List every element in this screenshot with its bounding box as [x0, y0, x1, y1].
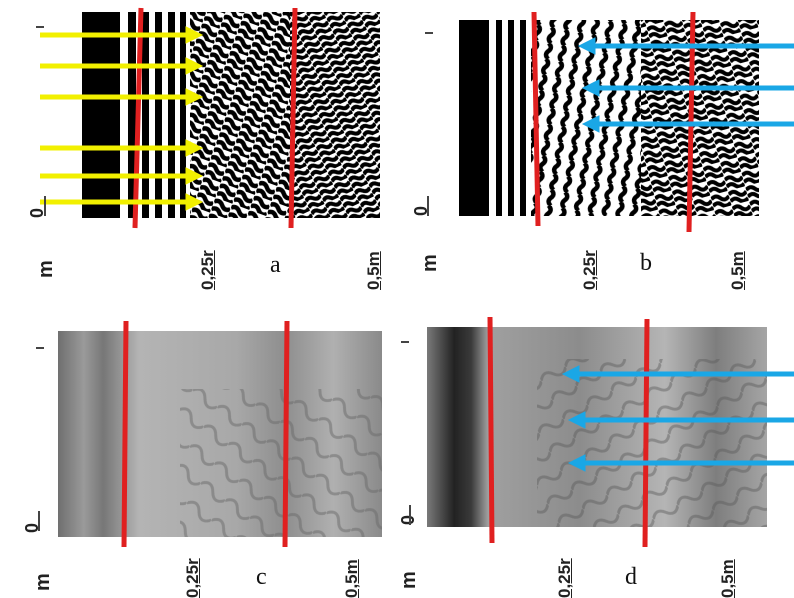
radargram-c [58, 320, 382, 548]
yellow-arrows [40, 26, 204, 211]
scale-tick [36, 347, 44, 349]
panel-d: 0 m 0,25r 0,5m d [397, 299, 794, 598]
scale-tick [401, 341, 409, 343]
scale-half: 0,5m [718, 559, 737, 598]
scale-unit: m [398, 571, 420, 589]
scale-quarter: 0,25r [183, 558, 202, 598]
scale-half: 0,5m [364, 251, 383, 290]
boundary-line [288, 7, 298, 229]
scale-tick [425, 32, 433, 34]
radargram-b [459, 11, 794, 233]
scale-tick [36, 26, 44, 28]
panel-a: 0 m 0,25r 0,5m a [0, 0, 397, 299]
panel-letter: c [256, 564, 267, 590]
boundary-line [282, 320, 290, 548]
scale-quarter: 0,25r [580, 250, 599, 290]
panel-c: 0 m 0,25r 0,5m c [0, 299, 397, 598]
blue-arrows [577, 37, 794, 133]
panel-letter: d [625, 564, 637, 590]
boundary-line [642, 318, 650, 548]
panel-letter: a [270, 252, 281, 278]
boundary-line [132, 7, 144, 229]
boundary-line [487, 316, 495, 544]
scale-unit: m [35, 260, 57, 278]
boundary-line [121, 320, 129, 548]
blue-arrows [561, 365, 794, 472]
scale-quarter: 0,25r [198, 250, 217, 290]
scale-unit: m [419, 254, 441, 272]
scale-unit: m [32, 573, 54, 591]
radargram-a [40, 7, 380, 229]
scale-half: 0,5m [342, 559, 361, 598]
scale-bar [409, 505, 411, 525]
scale-bar [38, 511, 40, 531]
panel-b: 0 m 0,25r 0,5m b [397, 0, 794, 299]
radargram-d [427, 316, 794, 548]
scale-half: 0,5m [728, 251, 747, 290]
boundary-line [531, 11, 541, 227]
panel-letter: b [640, 250, 652, 276]
scale-bar [427, 196, 429, 216]
scale-quarter: 0,25r [555, 558, 574, 598]
scale-bar [44, 196, 46, 216]
